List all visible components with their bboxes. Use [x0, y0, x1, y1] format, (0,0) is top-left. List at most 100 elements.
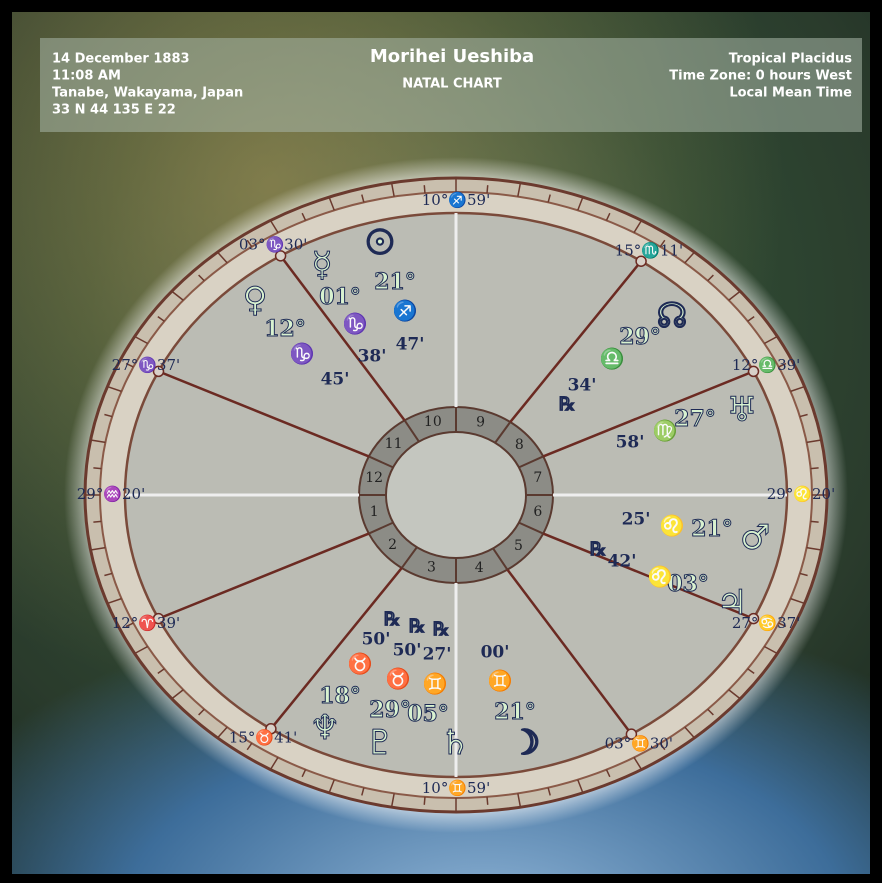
degree-tick: [423, 796, 426, 805]
planet-minute: 58': [616, 433, 645, 453]
header-right-line: Time Zone: 0 hours West: [669, 69, 852, 84]
planet-glyph: ☉: [365, 223, 395, 263]
cusp-label: 29°♌20': [767, 485, 835, 503]
cusp-label: 29°♒20': [77, 485, 145, 503]
degree-tick: [547, 787, 551, 796]
planet-glyph: ♅: [727, 390, 757, 430]
degree-tick: [707, 708, 714, 716]
cusp-label: 03°♊30': [605, 734, 673, 752]
planet-retrograde: ℞: [409, 616, 425, 637]
house-number: 10: [424, 414, 442, 430]
planet-glyph: ♆: [310, 708, 340, 748]
degree-tick: [216, 726, 228, 739]
planet-glyph: ♃: [717, 583, 747, 623]
planet-sign: ♉: [348, 652, 373, 676]
degree-tick: [423, 185, 426, 194]
degree-tick: [301, 212, 307, 221]
house-cusp-line: [269, 567, 403, 730]
degree-tick: [605, 212, 611, 221]
cusp-label: 15°♉41': [229, 729, 297, 747]
planet-minute: 42': [608, 552, 637, 572]
degree-tick: [806, 546, 822, 551]
title: Morihei Ueshiba: [370, 46, 534, 67]
degree-tick: [171, 290, 184, 301]
header-left-line: 14 December 1883: [52, 52, 190, 67]
degree-tick: [216, 251, 228, 264]
planet-sign: ♎: [600, 347, 625, 371]
degree-tick: [605, 769, 611, 778]
degree-tick: [93, 520, 102, 523]
degree-tick: [134, 645, 149, 655]
planet-minute: 25': [622, 510, 651, 530]
house-cusp-line: [542, 532, 754, 620]
planet-degree: 12°: [264, 316, 306, 342]
degree-tick: [790, 385, 805, 393]
ring-divider: [368, 455, 394, 469]
degree-tick: [157, 316, 165, 322]
header-left-line: 11:08 AM: [52, 69, 121, 84]
header: Morihei Ueshiba NATAL CHART 14 December …: [52, 46, 852, 118]
planet-minute: 00': [481, 643, 510, 663]
cusp-dot: [274, 250, 287, 262]
planet-retrograde: ℞: [433, 619, 449, 640]
cusp-label: 03°♑30': [239, 236, 307, 254]
degree-tick: [107, 597, 122, 605]
degree-tick: [778, 622, 787, 628]
planet-sign: ♑: [343, 312, 368, 336]
degree-tick: [763, 645, 778, 655]
house-cusp-line: [509, 260, 643, 423]
degree-tick: [517, 793, 522, 808]
degree-tick: [269, 220, 279, 233]
header-panel: [40, 38, 862, 132]
degree-tick: [517, 182, 522, 197]
planet-minute: 34': [568, 376, 597, 396]
degree-tick: [684, 726, 696, 739]
house-number: 8: [515, 437, 524, 453]
cusp-label: 10°♊59': [422, 779, 490, 797]
planet-retrograde: ℞: [590, 539, 606, 560]
planet-degree: 29°: [369, 697, 411, 723]
planet-sign: ♌: [648, 565, 673, 589]
degree-tick: [577, 779, 584, 794]
degree-tick: [125, 622, 134, 628]
degree-tick: [390, 182, 395, 197]
degree-tick: [659, 742, 666, 751]
degree-tick: [799, 572, 808, 577]
degree-tick: [171, 689, 184, 700]
planet-sign: ♌: [660, 514, 685, 538]
planet-sign: ♉: [386, 667, 411, 691]
degree-tick: [577, 196, 584, 211]
planet-minute: 27': [423, 645, 452, 665]
planet-minute: 47': [396, 335, 425, 355]
center-disk: [385, 431, 527, 559]
wheel: 29°♒20' 12°♈39' 15°♉41' 10°♊59' 03°♊30' 27°♋3…: [64, 157, 848, 833]
cusp-dot: [152, 365, 165, 378]
degree-tick: [90, 439, 106, 444]
degree-tick: [547, 194, 551, 203]
degree-tick: [104, 572, 113, 577]
house-number: 3: [427, 560, 436, 576]
header-right-line: Tropical Placidus: [729, 52, 852, 67]
house-number: 4: [475, 560, 484, 576]
degree-tick: [198, 274, 205, 282]
degree-tick: [361, 194, 365, 203]
degree-tick: [134, 335, 149, 345]
ring-divider: [518, 521, 544, 535]
planet-degree: 03°: [667, 571, 709, 597]
house-cusp-line: [279, 255, 406, 422]
degree-tick: [633, 757, 643, 770]
degree-tick: [246, 239, 253, 248]
planet-glyph: ♇: [365, 723, 395, 763]
planet-glyph: ♂: [740, 518, 770, 558]
house-number: 11: [385, 436, 403, 452]
degree-tick: [728, 290, 741, 301]
planet-degree: 21°: [494, 699, 536, 725]
planet-degree: 29°: [619, 324, 661, 350]
planet-minute: 45': [321, 370, 350, 390]
ring-divider: [368, 521, 394, 535]
degree-tick: [747, 668, 755, 674]
degree-tick: [390, 793, 395, 808]
cusp-label: 27°♋37': [732, 614, 800, 632]
planet-degree: 18°: [319, 683, 361, 709]
